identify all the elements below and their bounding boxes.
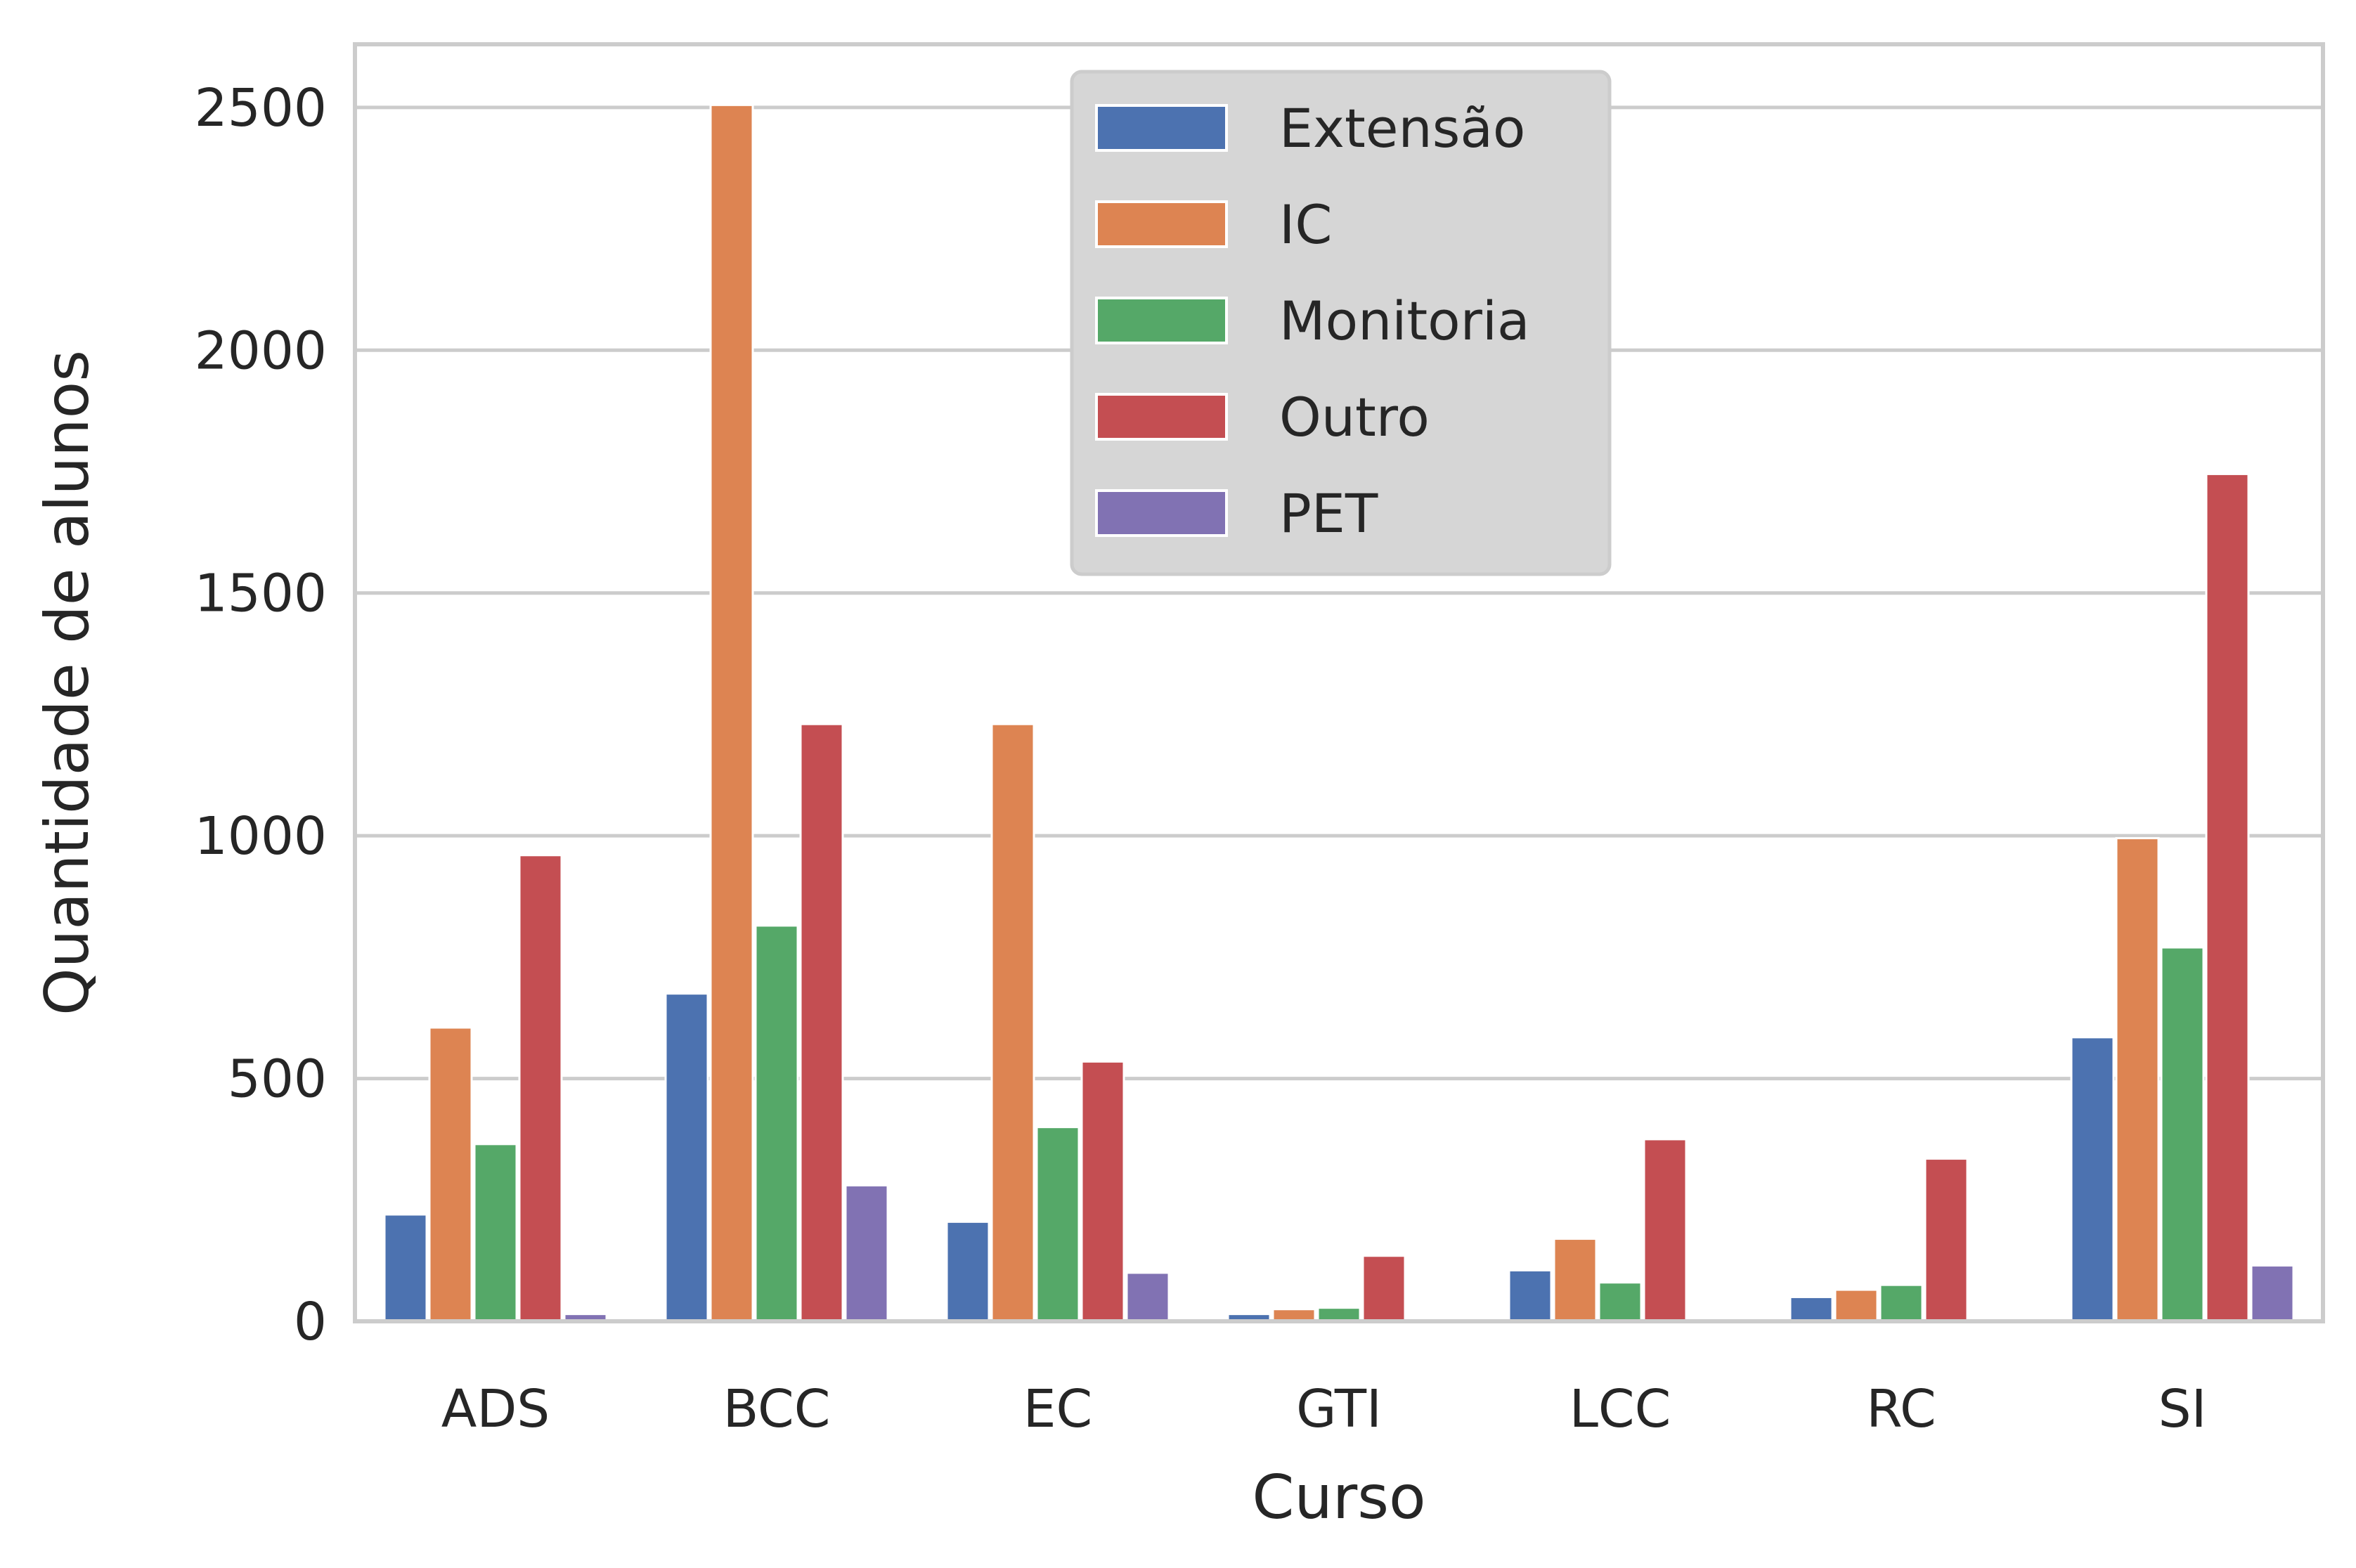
x-tick-label: RC	[1866, 1379, 1936, 1439]
y-tick-label: 0	[294, 1292, 327, 1352]
bar-bcc-3	[799, 723, 844, 1323]
bar-ec-4	[1125, 1271, 1170, 1323]
x-tick-labels: ADS BCC EC GTI LCC RC SI	[441, 1379, 2207, 1439]
bar-ec-1	[990, 723, 1035, 1323]
legend-swatch	[1095, 297, 1228, 344]
bar-si-4	[2250, 1264, 2295, 1323]
bar-bcc-0	[664, 992, 709, 1323]
legend-label: IC	[1279, 193, 1332, 256]
legend-swatch	[1095, 393, 1228, 441]
bar-rc-2	[1879, 1283, 1924, 1323]
bar-ads-2	[473, 1143, 518, 1323]
x-tick-label: EC	[1023, 1379, 1092, 1439]
x-tick-label: LCC	[1569, 1379, 1671, 1439]
bar-si-3	[2205, 472, 2250, 1323]
bar-bcc-2	[754, 924, 799, 1323]
y-tick-label: 500	[228, 1049, 327, 1110]
bar-bcc-1	[709, 103, 754, 1323]
x-axis-title: Curso	[1252, 1463, 1425, 1533]
bar-ec-0	[945, 1220, 990, 1323]
legend-swatch	[1095, 489, 1228, 537]
legend-label: Monitoria	[1279, 290, 1530, 352]
bars	[383, 103, 2295, 1323]
x-tick-label: SI	[2158, 1379, 2207, 1439]
y-tick-label: 1000	[195, 806, 327, 867]
bar-ads-0	[383, 1213, 428, 1323]
legend-label: PET	[1279, 482, 1378, 545]
bar-lcc-3	[1643, 1138, 1688, 1323]
bar-bcc-4	[844, 1184, 889, 1323]
bar-si-1	[2115, 837, 2160, 1323]
legend: Extensão IC Monitoria Outro PET	[1070, 70, 1612, 576]
bar-ads-3	[518, 854, 563, 1323]
legend-label: Extensão	[1279, 97, 1525, 160]
y-axis-title: Quantidade de alunos	[32, 350, 103, 1016]
y-tick-labels: 0 500 1000 1500 2000 2500	[195, 78, 327, 1352]
plot-frame	[353, 42, 2325, 1323]
bar-ec-3	[1080, 1060, 1125, 1323]
legend-swatch	[1095, 200, 1228, 248]
bar-lcc-0	[1508, 1269, 1553, 1323]
bar-gti-3	[1361, 1255, 1406, 1323]
x-tick-label: BCC	[723, 1379, 831, 1439]
y-tick-label: 2500	[195, 78, 327, 138]
legend-box	[1070, 70, 1612, 576]
x-tick-label: GTI	[1296, 1379, 1382, 1439]
bar-ads-1	[428, 1026, 473, 1323]
bar-si-0	[2070, 1036, 2115, 1323]
bar-rc-0	[1789, 1295, 1834, 1323]
bar-lcc-2	[1598, 1281, 1643, 1323]
bar-rc-1	[1834, 1288, 1879, 1323]
legend-swatch	[1095, 104, 1228, 152]
y-tick-label: 1500	[195, 564, 327, 624]
y-tick-label: 2000	[195, 320, 327, 381]
x-tick-label: ADS	[441, 1379, 550, 1439]
legend-label: Outro	[1279, 386, 1430, 448]
bar-lcc-1	[1553, 1238, 1598, 1323]
bar-si-2	[2160, 946, 2205, 1323]
bar-ec-2	[1035, 1126, 1080, 1323]
bar-rc-3	[1924, 1158, 1969, 1323]
